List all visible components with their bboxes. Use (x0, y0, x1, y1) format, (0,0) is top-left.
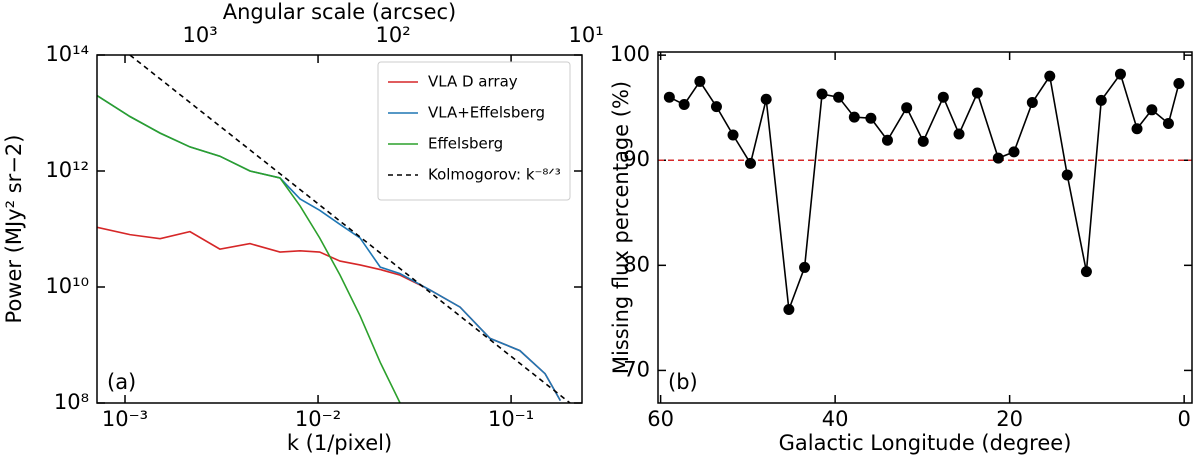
data-point (848, 111, 860, 123)
legend-label: Effelsberg (428, 135, 503, 153)
axes-frame (657, 51, 1193, 404)
plot-area (658, 68, 1192, 315)
plot-area (97, 55, 571, 403)
axes-frame (96, 54, 583, 404)
series-line (97, 94, 401, 403)
data-point (992, 152, 1004, 164)
x-axis-label: k (1/pixel) (287, 431, 392, 455)
legend-box (377, 61, 571, 201)
data-point (1146, 104, 1158, 116)
data-point (901, 102, 913, 114)
x-tick-label: 20 (996, 407, 1023, 431)
data-point (917, 135, 929, 147)
data-point (1162, 117, 1174, 129)
data-point (1061, 169, 1073, 181)
x-tick-label: 40 (822, 407, 849, 431)
data-point (1080, 266, 1092, 278)
data-point (833, 91, 845, 103)
data-point (663, 91, 675, 103)
data-point (1095, 94, 1107, 106)
data-point (865, 112, 877, 124)
series-line (668, 72, 1180, 310)
x-tick-label: 60 (647, 407, 674, 431)
data-point (727, 129, 739, 141)
y-tick-label: 10¹² (45, 158, 89, 182)
series-line (129, 55, 571, 403)
y-tick-label: 100 (610, 42, 650, 66)
x-tick-label: 10⁻³ (102, 407, 148, 431)
y-tick-label: 10⁸ (54, 390, 89, 414)
y-tick-label: 10¹⁴ (45, 42, 89, 66)
data-point (937, 91, 949, 103)
y-tick-label: 90 (623, 147, 650, 171)
panel-label: (a) (107, 370, 136, 394)
x2-axis-label: Angular scale (arcsec) (223, 0, 457, 24)
data-point (953, 128, 965, 140)
data-point (710, 101, 722, 113)
data-point (1026, 96, 1038, 108)
legend-label: Kolmogorov: k⁻⁸ᐟ³ (428, 166, 561, 184)
data-point (881, 134, 893, 146)
x-axis-label: Galactic Longitude (degree) (779, 431, 1072, 455)
data-point (1044, 70, 1056, 82)
data-point (799, 261, 811, 273)
y-tick-label: 70 (623, 357, 650, 381)
y-axis-label: Missing flux percentage (%) (609, 81, 633, 374)
data-point (1114, 68, 1126, 80)
y-tick-label: 80 (623, 252, 650, 276)
data-point (678, 99, 690, 111)
legend-label: VLA D array (428, 73, 518, 91)
x-tick-label: 0 (1177, 407, 1190, 431)
x-tick-label: 10⁻² (295, 407, 341, 431)
y-axis-label: Power (MJy² sr−2) (2, 135, 26, 324)
data-point (1131, 123, 1143, 135)
x2-tick-label: 10² (376, 23, 411, 47)
panel-label: (b) (668, 370, 698, 394)
data-point (744, 157, 756, 169)
x-tick-label: 10⁻¹ (488, 407, 534, 431)
data-point (783, 303, 795, 315)
data-point (694, 75, 706, 87)
x2-tick-label: 10³ (183, 23, 218, 47)
data-point (1008, 146, 1020, 158)
data-point (760, 93, 772, 105)
y-tick-label: 10¹⁰ (45, 274, 89, 298)
data-point (971, 87, 983, 99)
data-point (1173, 78, 1185, 90)
legend-label: VLA+Effelsberg (428, 104, 545, 122)
data-point (816, 88, 828, 100)
x2-tick-label: 10¹ (569, 23, 604, 47)
